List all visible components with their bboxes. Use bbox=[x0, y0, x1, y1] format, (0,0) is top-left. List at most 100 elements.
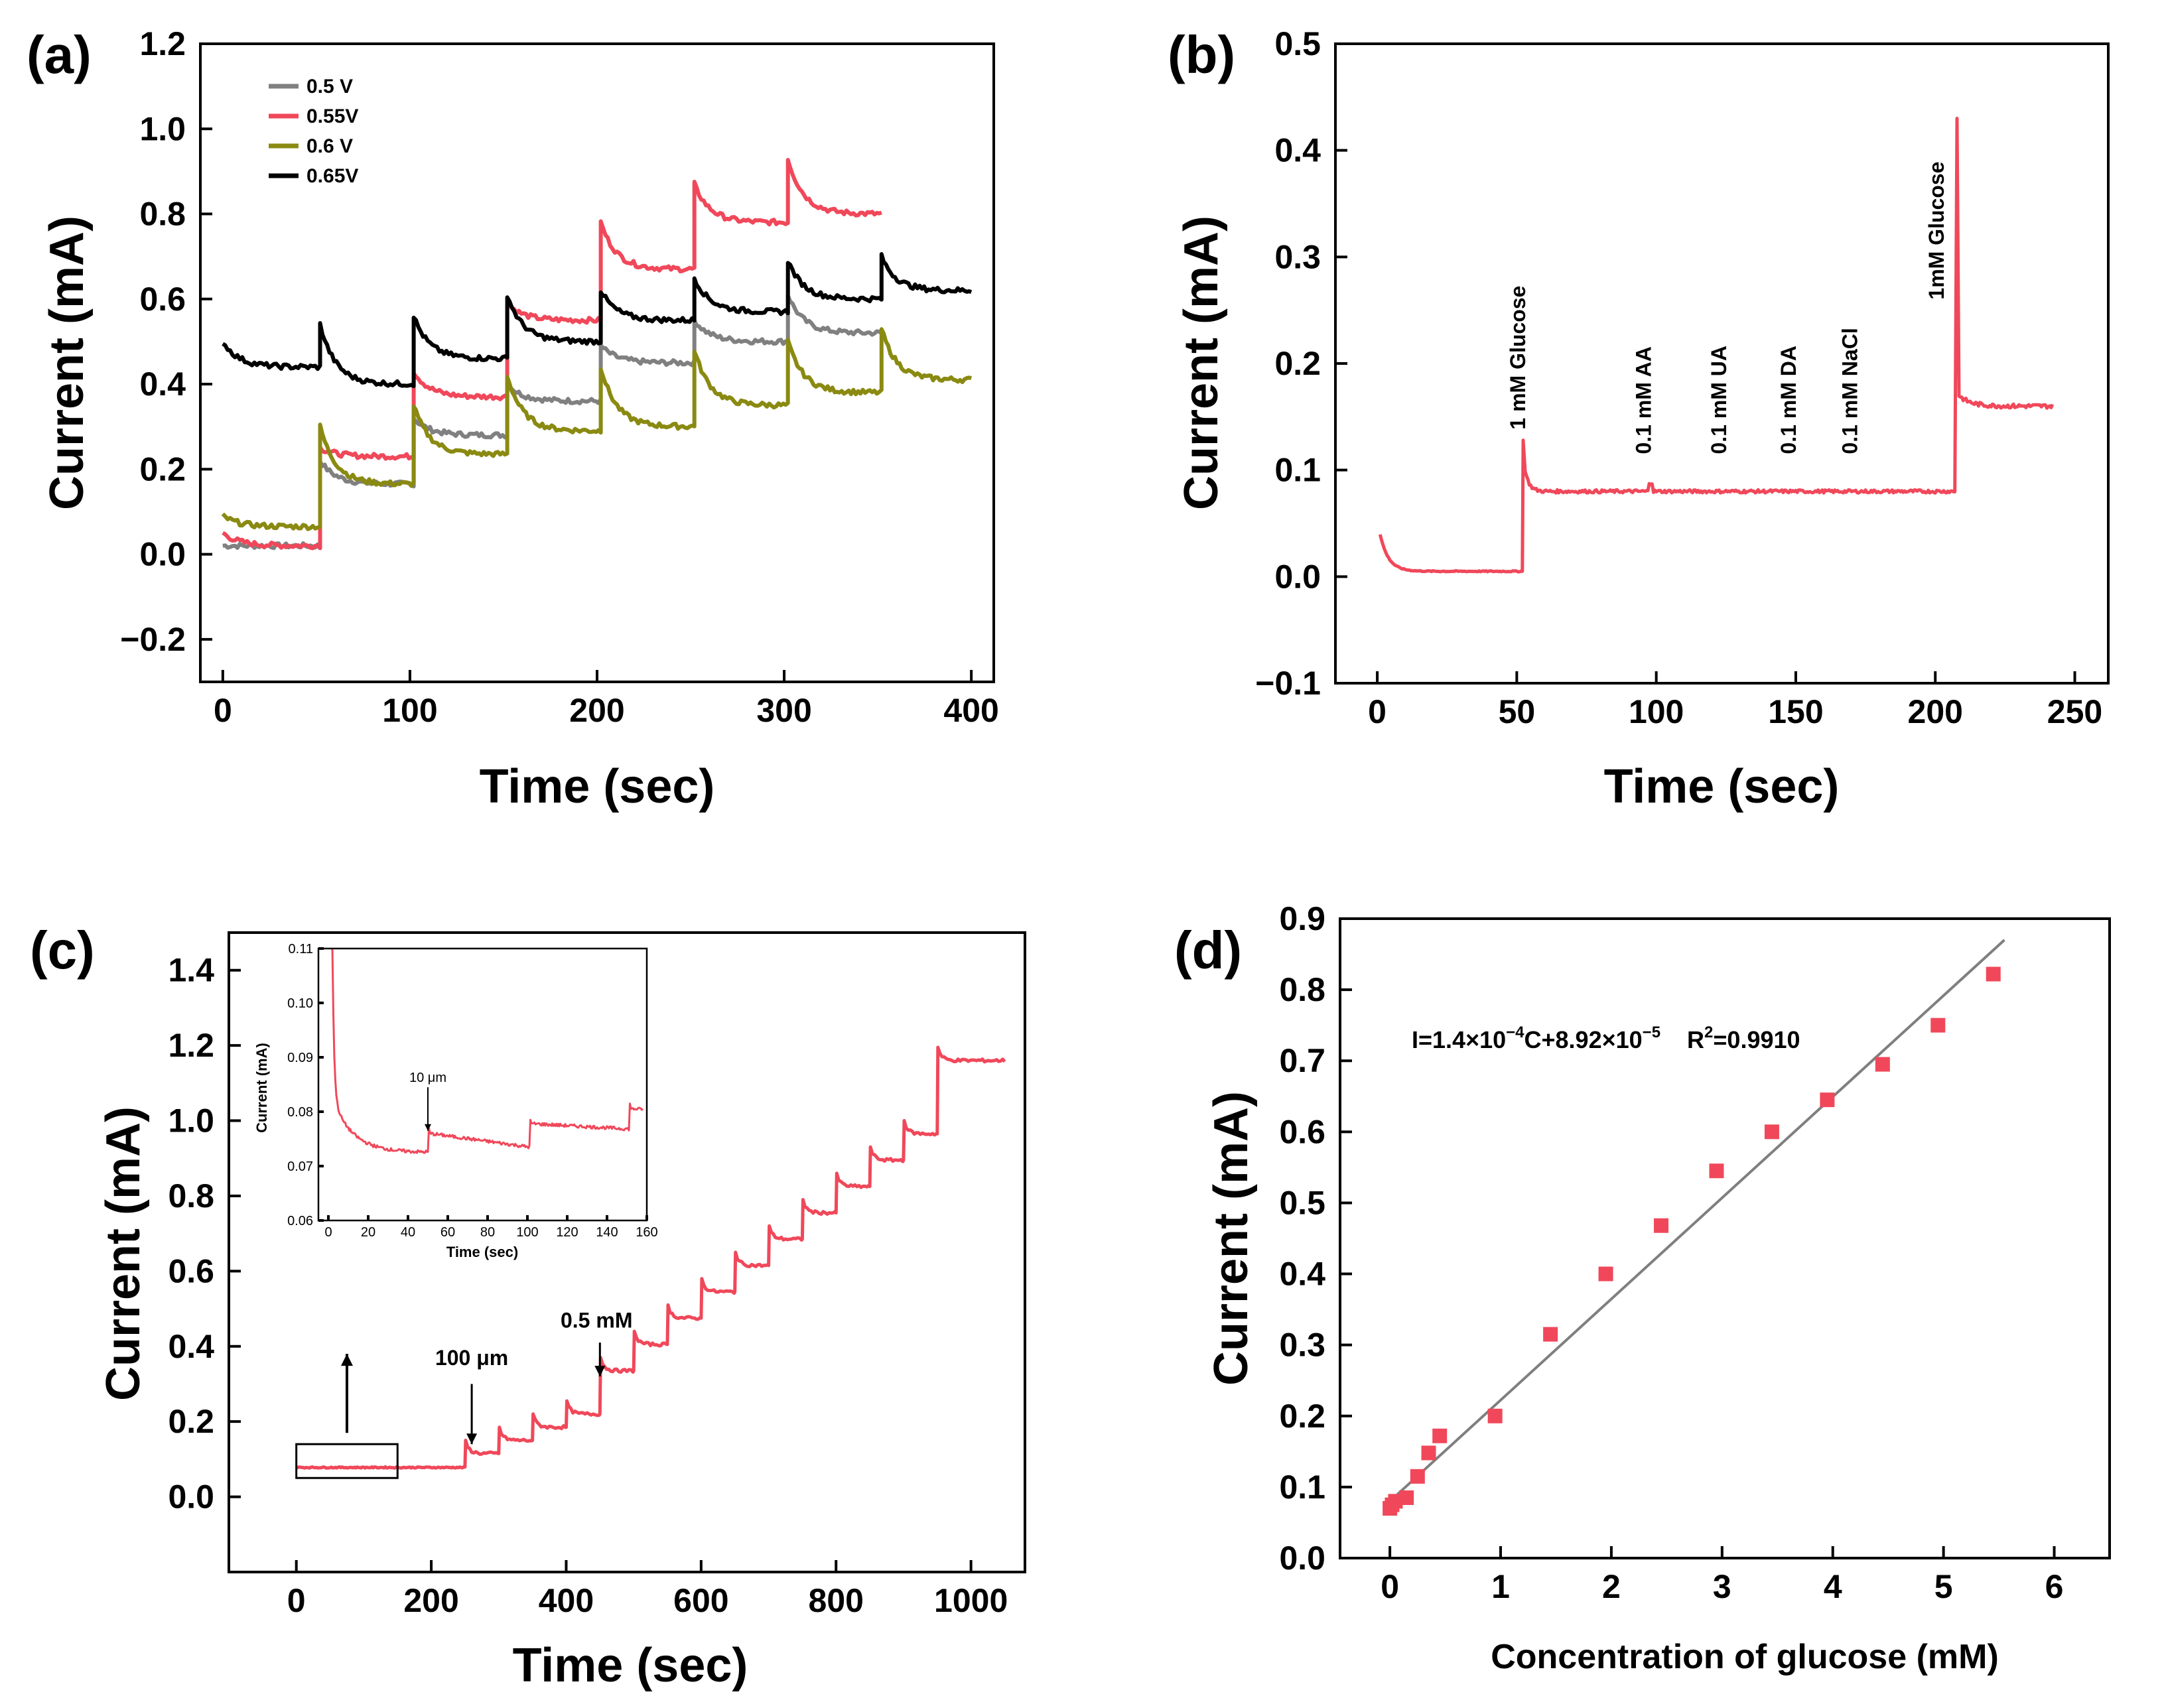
panel-a-ticks: 0 100 200 300 400 −0.2 0.0 0.2 0.4 0.6 0.8 1.0 1.2 bbox=[120, 25, 999, 729]
panel-d-xtick-label: 1 bbox=[1491, 1568, 1510, 1605]
panel-c-ytick-label: 0.4 bbox=[168, 1328, 214, 1365]
data-point bbox=[1543, 1327, 1558, 1342]
inset-xtick-label: 20 bbox=[361, 1225, 375, 1240]
panel-b-xtick-label: 0 bbox=[1368, 693, 1386, 730]
panel-a-plot bbox=[221, 158, 973, 551]
data-point bbox=[1421, 1445, 1436, 1461]
data-point bbox=[1487, 1408, 1503, 1423]
panel-d: (d) 0 1 2 3 4 5 6 0.0 0.1 0.2 0.3 0.4 0.5 0.6 0.7 0.8 0.… bbox=[1174, 900, 2111, 1676]
panel-a-xtick-label: 0 bbox=[214, 692, 232, 729]
panel-b-xlabel: Time (sec) bbox=[1604, 760, 1840, 813]
data-point bbox=[1764, 1124, 1779, 1140]
panel-a-ytick-label: 0.2 bbox=[139, 450, 186, 488]
data-point bbox=[1654, 1218, 1669, 1233]
panel-b-ytick-label: 0.4 bbox=[1274, 132, 1321, 169]
panel-c-xtick-label: 400 bbox=[539, 1582, 594, 1619]
panel-b-ytick-label: 0.5 bbox=[1274, 25, 1321, 62]
fit-line bbox=[1388, 939, 2005, 1502]
panel-a-label: (a) bbox=[27, 25, 92, 84]
panel-c-inset: 10 μm 0 20 40 60 80 100 120 140 1600.060.070.080… bbox=[253, 942, 658, 1260]
series-line-0 bbox=[222, 293, 883, 551]
panel-b-plot bbox=[1378, 117, 2055, 574]
panel-c-ylabel: Current (mA) bbox=[97, 1106, 150, 1401]
panel-d-ytick-label: 0.4 bbox=[1279, 1256, 1325, 1293]
panel-d-xtick-label: 5 bbox=[1934, 1568, 1953, 1605]
inset-ytick-label: 0.09 bbox=[287, 1051, 313, 1065]
panel-b-ytick-label: 0.2 bbox=[1274, 345, 1321, 382]
panel-c-ytick-label: 0.0 bbox=[168, 1478, 214, 1516]
panel-c: (c) 0 200 400 600 800 10000.00.20.40.60.81.01… bbox=[30, 921, 1026, 1692]
panel-b-ylabel: Current (mA) bbox=[1175, 216, 1228, 510]
panel-d-xtick-label: 6 bbox=[2045, 1568, 2064, 1605]
panel-b-xtick-label: 100 bbox=[1629, 693, 1684, 730]
annotation-0: 1 mM Glucose bbox=[1506, 286, 1530, 430]
eq-exp1: −4 bbox=[1506, 1023, 1524, 1041]
panel-c-ytick-label: 0.2 bbox=[168, 1403, 214, 1440]
panel-c-ytick-label: 0.6 bbox=[168, 1252, 214, 1289]
data-point bbox=[1598, 1266, 1613, 1281]
panel-d-ylabel: Current (mA) bbox=[1205, 1091, 1258, 1386]
legend-label-1: 0.55V bbox=[306, 105, 358, 127]
panel-a-xtick-label: 300 bbox=[756, 692, 811, 729]
series-line-2 bbox=[221, 327, 972, 531]
panel-b-xtick-label: 200 bbox=[1908, 693, 1963, 730]
data-point bbox=[1709, 1163, 1724, 1179]
data-point bbox=[1410, 1469, 1425, 1484]
panel-b-label: (b) bbox=[1168, 25, 1235, 84]
panel-a-ytick-label: 0.4 bbox=[139, 365, 186, 403]
inset-ytick-label: 0.11 bbox=[289, 942, 313, 956]
arrow-up-head bbox=[340, 1354, 353, 1366]
annotation-4: 0.1 mM NaCl bbox=[1838, 328, 1861, 454]
panel-b-ytick-label: 0.0 bbox=[1274, 558, 1321, 595]
panel-d-ytick-label: 0.8 bbox=[1279, 971, 1325, 1008]
panel-d-xtick-label: 2 bbox=[1602, 1568, 1621, 1605]
zoom-region-box bbox=[295, 1443, 399, 1479]
panel-c-ytick-label: 1.0 bbox=[168, 1102, 214, 1140]
panel-b-ytick-label: 0.3 bbox=[1274, 238, 1321, 275]
inset-xtick-label: 160 bbox=[636, 1225, 657, 1240]
panel-c-label: (c) bbox=[30, 921, 95, 980]
inset-xtick-label: 60 bbox=[440, 1225, 455, 1240]
data-point bbox=[1820, 1092, 1835, 1108]
inset-xtick-label: 40 bbox=[401, 1225, 415, 1240]
panel-d-ytick-label: 0.3 bbox=[1279, 1327, 1325, 1364]
panel-b-ytick-label: −0.1 bbox=[1255, 665, 1321, 702]
panel-b-xtick-label: 50 bbox=[1499, 693, 1536, 730]
panel-a-ytick-label: 1.0 bbox=[139, 110, 186, 147]
panel-d-ytick-label: 0.2 bbox=[1279, 1398, 1325, 1435]
series-line bbox=[1378, 117, 2055, 574]
inset-xtick-label: 100 bbox=[516, 1225, 538, 1240]
panel-d-frame bbox=[1339, 917, 2111, 1559]
panel-d-xtick-label: 4 bbox=[1824, 1568, 1842, 1605]
panel-c-xtick-label: 0 bbox=[287, 1582, 306, 1619]
panel-a: (a) 0 100 200 300 400 −0.2 0.0 0.2 0.4 0.6 0.8 1.0 1… bbox=[27, 25, 999, 813]
legend-label-0: 0.5 V bbox=[306, 76, 353, 98]
panel-c-ytick-label: 1.2 bbox=[168, 1027, 214, 1064]
annotation-3: 0.1 mM DA bbox=[1777, 346, 1800, 454]
panel-d-ytick-label: 0.5 bbox=[1279, 1184, 1325, 1221]
panel-a-ytick-label: −0.2 bbox=[120, 621, 186, 658]
panel-a-ytick-label: 0.6 bbox=[139, 281, 186, 318]
eq-r2-post: =0.9910 bbox=[1713, 1026, 1800, 1053]
panel-c-plot bbox=[295, 1045, 1006, 1479]
inset-xtick-label: 80 bbox=[480, 1225, 495, 1240]
panel-a-ytick-label: 0.0 bbox=[139, 536, 186, 573]
panel-c-ytick-label: 0.8 bbox=[168, 1177, 214, 1215]
panel-b-xtick-label: 150 bbox=[1768, 693, 1823, 730]
data-point bbox=[1986, 966, 2001, 982]
panel-b: (b) 0 50 100 150 200 250 −0.1 0.0 0.1 0.2 0.3 0.4 0.… bbox=[1168, 25, 2110, 813]
inset-xlabel: Time (sec) bbox=[446, 1244, 518, 1260]
inset-background bbox=[318, 949, 647, 1220]
panel-c-ticks: 0 200 400 600 800 10000.00.20.40.60.81.01.21.… bbox=[168, 952, 1008, 1619]
series-line bbox=[295, 1045, 1006, 1470]
panel-a-xtick-label: 100 bbox=[382, 692, 437, 729]
panel-c-frame bbox=[228, 931, 1026, 1573]
panel-d-plot bbox=[1383, 939, 2005, 1516]
panel-d-ytick-label: 0.7 bbox=[1279, 1042, 1325, 1079]
fit-equation: I=1.4×10−4C+8.92×10−5 R2=0.9910 bbox=[1412, 1023, 1800, 1053]
annotation-5: 1mM Glucose bbox=[1925, 162, 1948, 300]
panel-c-ytick-label: 1.4 bbox=[168, 952, 214, 989]
inset-xtick-label: 120 bbox=[556, 1225, 578, 1240]
data-point bbox=[1930, 1018, 1946, 1033]
eq-main: I=1.4×10 bbox=[1412, 1026, 1506, 1053]
